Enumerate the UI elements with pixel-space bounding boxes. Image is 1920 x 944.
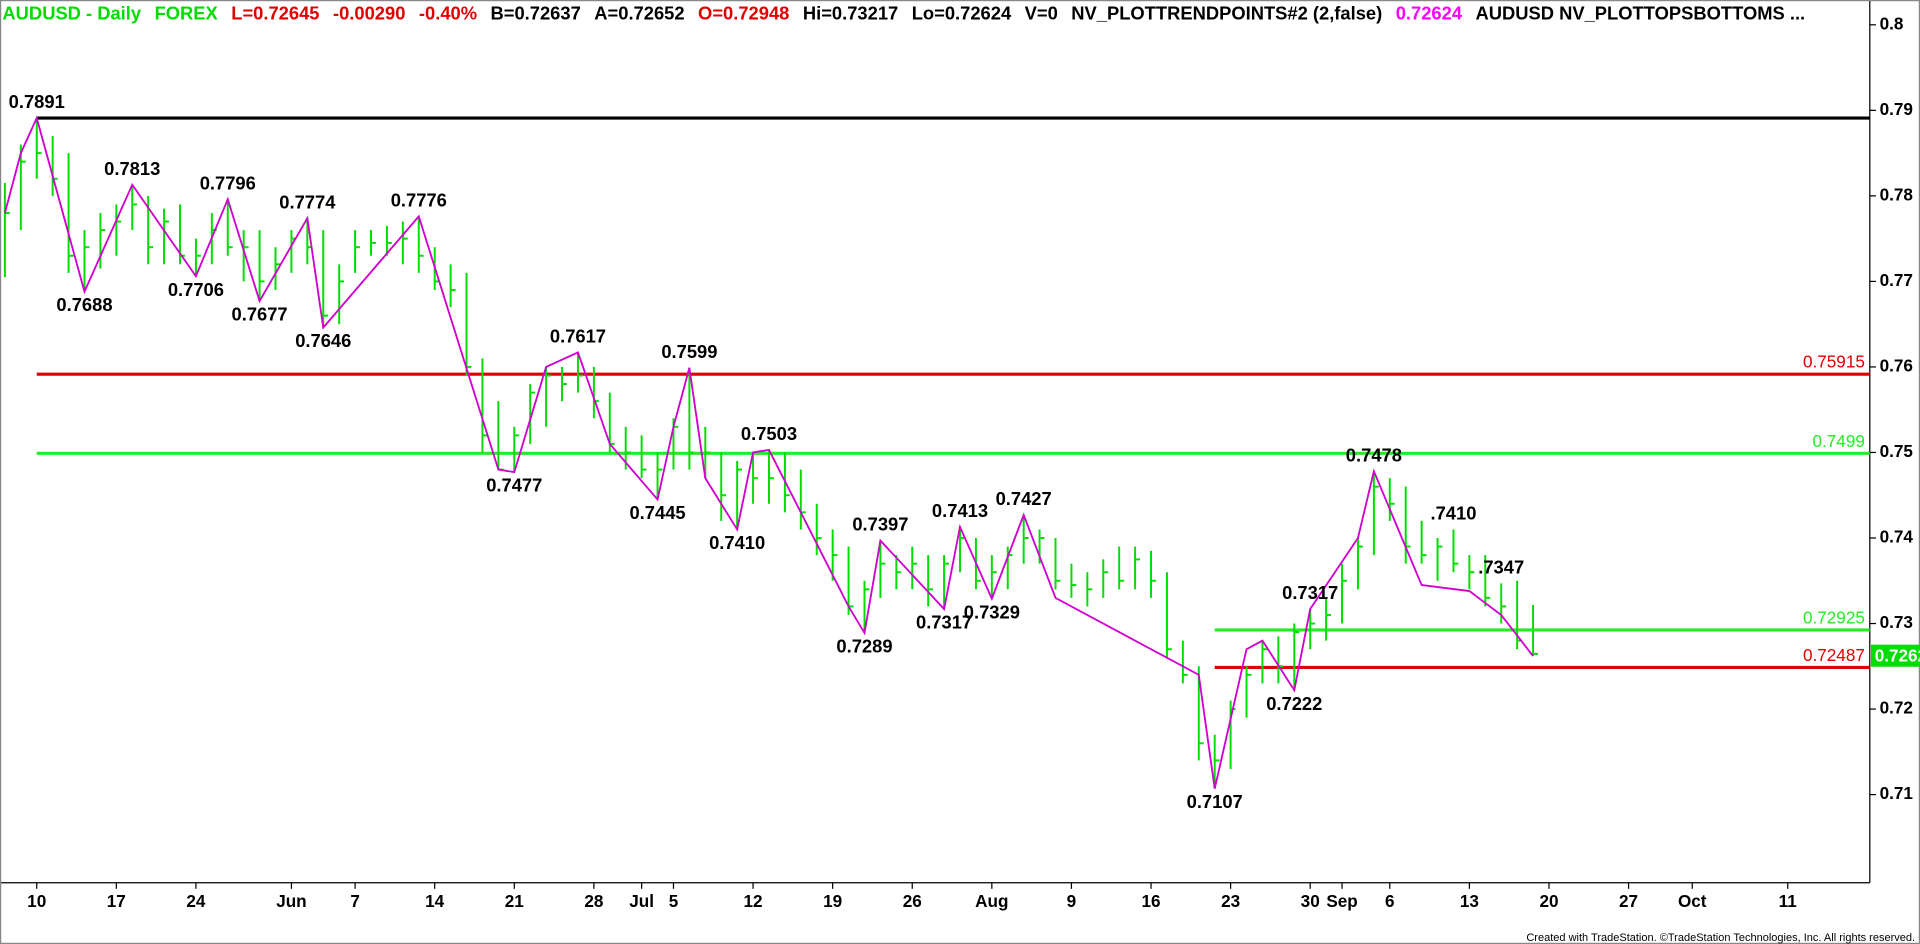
- header-item: B=0.72637: [491, 3, 581, 24]
- header-item: 0.72624: [1396, 3, 1463, 24]
- x-tick-label: 26: [903, 891, 922, 911]
- x-tick-label: 21: [505, 891, 525, 911]
- pivot-label: 0.7410: [709, 532, 765, 553]
- y-tick-label: 0.75: [1880, 441, 1914, 461]
- pivot-label: 0.7329: [964, 601, 1020, 622]
- pivot-label: 0.7617: [550, 326, 606, 347]
- x-tick-label: 10: [27, 891, 46, 911]
- pivot-label: 0.7813: [104, 158, 160, 179]
- pivot-label: 0.7774: [279, 191, 336, 212]
- x-tick-label: 20: [1539, 891, 1558, 911]
- y-tick-label: 0.76: [1880, 355, 1913, 375]
- x-tick-label: 6: [1385, 891, 1395, 911]
- header-item: AUDUSD NV_PLOTTOPSBOTTOMS ...: [1476, 3, 1806, 24]
- pivot-label: 0.7503: [741, 423, 797, 444]
- x-tick-label: Jul: [629, 891, 654, 911]
- header-item: NV_PLOTTRENDPOINTS#2 (2,false): [1071, 3, 1382, 24]
- footer: Created with TradeStation. ©TradeStation…: [1526, 932, 1915, 944]
- x-tick-label: 14: [425, 891, 445, 911]
- pivot-label: 0.7107: [1187, 791, 1243, 812]
- level-label: 0.75915: [1803, 352, 1865, 372]
- pivot-label: 0.7413: [932, 500, 988, 521]
- x-tick-label: Aug: [975, 891, 1008, 911]
- header: AUDUSD - Daily FOREX L=0.72645 -0.00290 -0.4…: [2, 3, 1805, 24]
- x-tick-label: 12: [744, 891, 763, 911]
- x-tick-label: 17: [107, 891, 126, 911]
- y-tick-label: 0.77: [1880, 270, 1913, 290]
- x-tick-label: 7: [350, 891, 360, 911]
- pivot-label: .7410: [1431, 503, 1477, 524]
- y-tick-label: 0.78: [1880, 184, 1913, 204]
- y-tick-label: 0.8: [1880, 13, 1904, 33]
- x-tick-label: Jun: [276, 891, 306, 911]
- y-tick-label: 0.79: [1880, 99, 1913, 119]
- header-item: A=0.72652: [594, 3, 684, 24]
- x-tick-label: 19: [823, 891, 842, 911]
- x-tick-label: 16: [1141, 891, 1160, 911]
- pivot-label: 0.7677: [232, 304, 288, 325]
- header-item: Hi=0.73217: [803, 3, 898, 24]
- pivot-label: 0.7776: [391, 190, 447, 211]
- x-tick-label: Oct: [1678, 891, 1707, 911]
- pivot-label: 0.7317: [916, 612, 972, 633]
- pivot-label: 0.7478: [1346, 444, 1402, 465]
- header-item: V=0: [1025, 3, 1058, 24]
- header-item: Lo=0.72624: [912, 3, 1012, 24]
- x-tick-label: 13: [1460, 891, 1479, 911]
- pivot-label: 0.7427: [996, 488, 1052, 509]
- x-tick-label: 11: [1779, 891, 1798, 911]
- pivot-label: 0.7688: [56, 294, 112, 315]
- header-item: AUDUSD - Daily: [2, 3, 141, 24]
- level-label: 0.72925: [1803, 607, 1865, 627]
- y-tick-label: 0.72: [1880, 698, 1913, 718]
- x-tick-label: 24: [186, 891, 206, 911]
- pivot-label: 0.7445: [629, 502, 685, 523]
- y-tick-label: 0.73: [1880, 612, 1913, 632]
- x-tick-label: Sep: [1326, 891, 1357, 911]
- x-tick-label: 27: [1619, 891, 1638, 911]
- x-tick-label: 9: [1067, 891, 1077, 911]
- y-tick-label: 0.74: [1880, 527, 1914, 547]
- y-tick-label: 0.71: [1880, 783, 1914, 803]
- pivot-label: 0.7706: [168, 279, 224, 300]
- header-item: -0.40%: [419, 3, 477, 24]
- pivot-label: 0.7477: [486, 475, 542, 496]
- pivot-label: 0.7891: [9, 91, 65, 112]
- header-item: L=0.72645: [231, 3, 319, 24]
- pivot-label: 0.7222: [1266, 693, 1322, 714]
- pivot-label: .7347: [1478, 556, 1524, 577]
- pivot-label: 0.7599: [661, 341, 717, 362]
- x-tick-label: 28: [584, 891, 603, 911]
- level-label: 0.72487: [1803, 645, 1865, 665]
- pivot-label: 0.7317: [1282, 582, 1338, 603]
- x-tick-label: 5: [669, 891, 679, 911]
- x-tick-label: 23: [1221, 891, 1240, 911]
- last-price-label: 0.72624: [1875, 645, 1920, 665]
- header-item: -0.00290: [333, 3, 405, 24]
- pivot-label: 0.7289: [836, 636, 892, 657]
- header-item: O=0.72948: [698, 3, 789, 24]
- last-price-box: [1871, 644, 1920, 667]
- pivot-label: 0.7397: [852, 514, 908, 535]
- trend-line: [4, 115, 1534, 789]
- pivot-label: 0.7796: [200, 172, 256, 193]
- header-item: FOREX: [155, 3, 219, 24]
- level-label: 0.7499: [1812, 431, 1864, 451]
- pivot-label: 0.7646: [295, 330, 351, 351]
- x-tick-label: 30: [1301, 891, 1320, 911]
